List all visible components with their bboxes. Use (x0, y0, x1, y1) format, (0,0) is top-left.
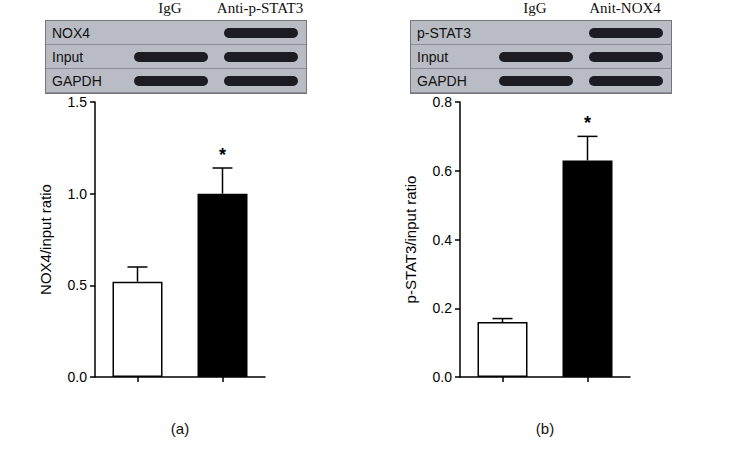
html-text:GAPDH: GAPDH (52, 73, 102, 89)
svg-text:1.0: 1.0 (68, 186, 88, 202)
svg-text:NOX4/input ratio: NOX4/input ratio (37, 184, 54, 295)
html-text:(a): (a) (170, 420, 190, 437)
html-text:IgG: IgG (523, 0, 547, 16)
html-text:Anti-p-STAT3: Anti-p-STAT3 (216, 0, 304, 16)
html-text:NOX4: NOX4 (52, 25, 91, 41)
svg-text:*: * (219, 145, 226, 165)
svg-text:0.5: 0.5 (68, 277, 88, 293)
html-text:GAPDH: GAPDH (417, 73, 467, 89)
html-text:Anit-NOX4: Anit-NOX4 (589, 0, 661, 16)
svg-text:0.4: 0.4 (433, 232, 453, 248)
svg-text:0.0: 0.0 (68, 369, 88, 385)
html-text:Input: Input (417, 49, 449, 65)
html-text:IgG: IgG (158, 0, 182, 16)
html-text:p-STAT3: p-STAT3 (417, 25, 471, 41)
svg-text:0.8: 0.8 (433, 94, 453, 110)
svg-text:1.5: 1.5 (68, 94, 88, 110)
svg-text:*: * (584, 113, 591, 133)
svg-text:0.2: 0.2 (433, 300, 453, 316)
html-text:Input: Input (52, 49, 84, 65)
svg-text:0.6: 0.6 (433, 163, 453, 179)
html-text:(b): (b) (535, 420, 555, 437)
svg-text:0.0: 0.0 (433, 369, 453, 385)
svg-text:p-STAT3/input ratio: p-STAT3/input ratio (402, 176, 419, 304)
